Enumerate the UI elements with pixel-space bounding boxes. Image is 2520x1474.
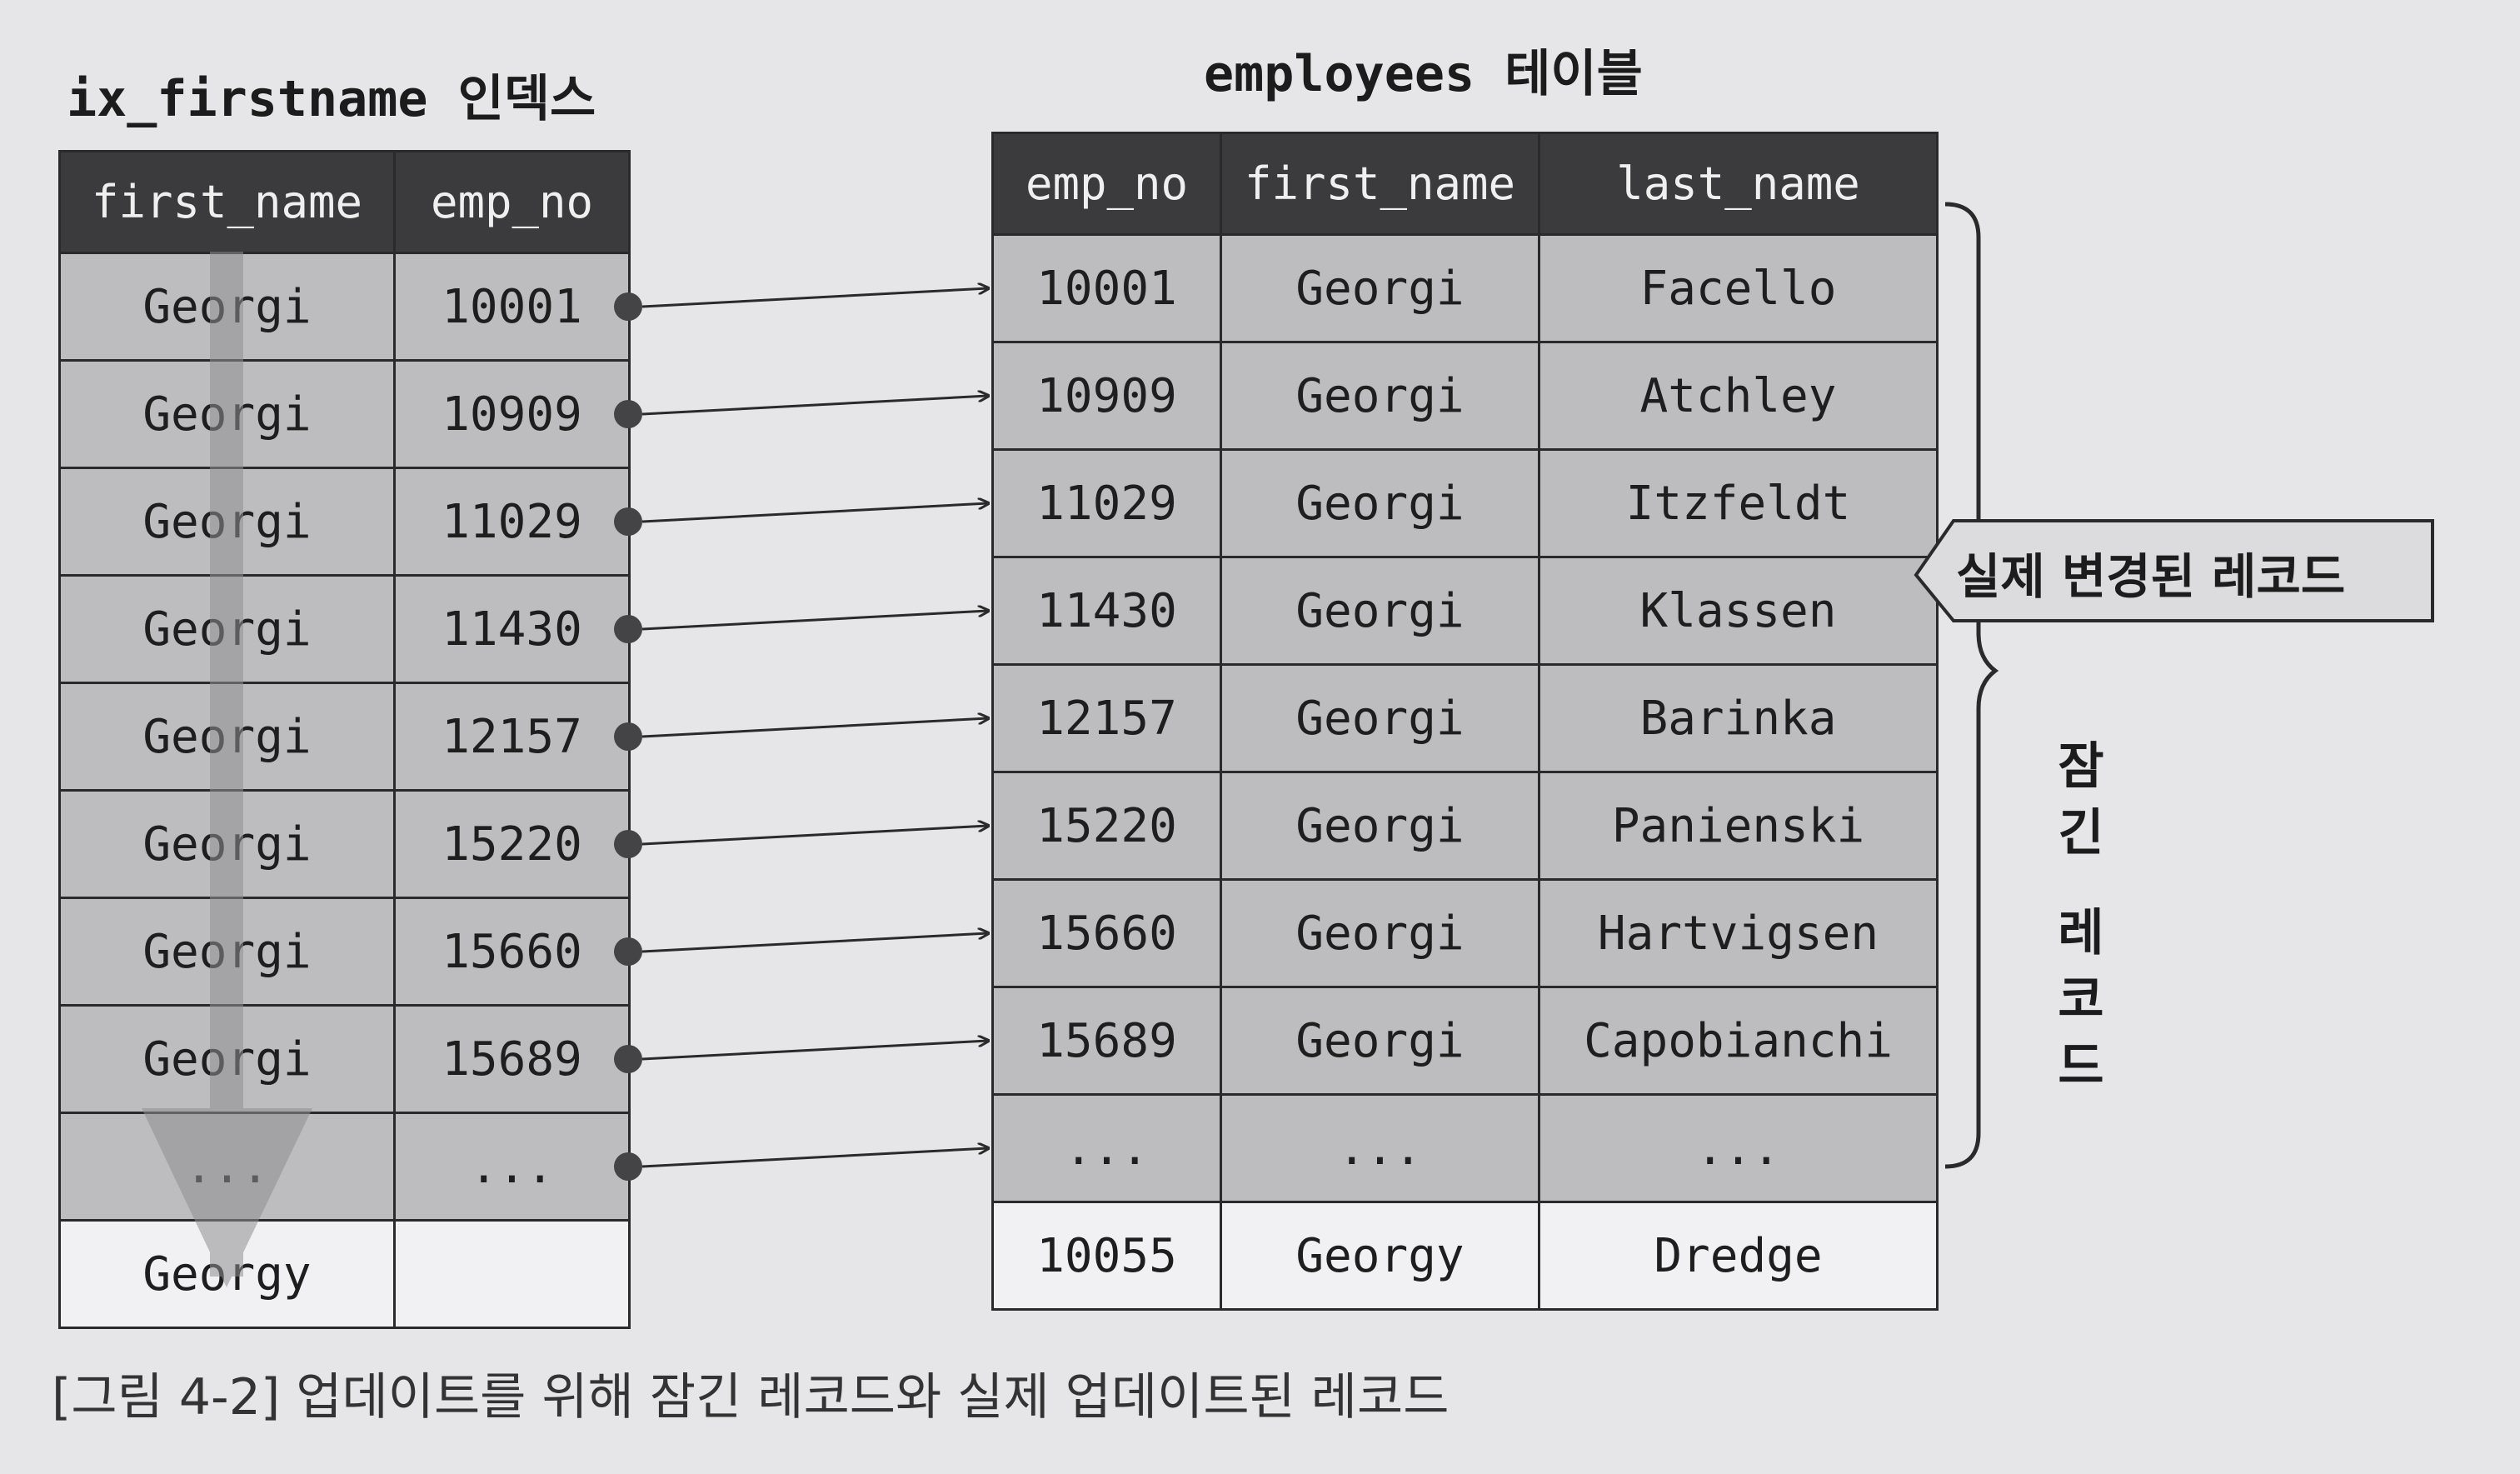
employees-table-cell: 11029 <box>991 448 1222 558</box>
index-table-header: first_name emp_no <box>58 150 631 254</box>
index-table-row: Georgi 11029 <box>58 467 631 577</box>
employees-table-cell: Atchley <box>1538 341 1939 451</box>
employees-table-cell: Georgi <box>1220 341 1540 451</box>
pointer-arrow <box>641 718 988 738</box>
employees-table-row: 10001 Georgi Facello <box>991 233 1939 343</box>
pointer-arrow <box>641 826 988 846</box>
index-table-row: Georgi 11430 <box>58 574 631 684</box>
employees-table-cell: 10909 <box>991 341 1222 451</box>
index-table-cell: 11430 <box>393 574 631 684</box>
figure-caption: [그림 4-2] 업데이트를 위해 잠긴 레코드와 실제 업데이트된 레코드 <box>52 1368 1450 1427</box>
employees-table-row: 15220 Georgi Panienski <box>991 771 1939 881</box>
index-table-cell: 10909 <box>393 359 631 469</box>
index-table-cell: 10001 <box>393 252 631 362</box>
index-table-row: Georgi 10909 <box>58 359 631 469</box>
employees-table-cell: Facello <box>1538 233 1939 343</box>
employees-table-row: 12157 Georgi Barinka <box>991 663 1939 773</box>
index-table-cell: Georgi <box>58 789 396 899</box>
pointer-arrow <box>641 933 988 953</box>
employees-table-cell: Georgi <box>1220 663 1540 773</box>
index-table-cell: Georgi <box>58 897 396 1007</box>
employees-table-header-first-name: first_name <box>1220 132 1540 236</box>
employees-table-header: emp_no first_name last_name <box>991 132 1939 236</box>
index-table-cell <box>393 1219 631 1329</box>
employees-table-cell: Itzfeldt <box>1538 448 1939 558</box>
index-table-cell: 12157 <box>393 682 631 792</box>
employees-table-row: 15689 Georgi Capobianchi <box>991 986 1939 1096</box>
employees-table-header-emp-no: emp_no <box>991 132 1222 236</box>
index-table-header-emp-no: emp_no <box>393 150 631 254</box>
employees-table-cell: Georgi <box>1220 986 1540 1096</box>
index-table-cell: ... <box>58 1112 396 1222</box>
employees-table-cell: Panienski <box>1538 771 1939 881</box>
pointer-arrow <box>641 396 988 416</box>
employees-table-cell: 15689 <box>991 986 1222 1096</box>
index-table-row: Georgi 15689 <box>58 1004 631 1114</box>
employees-table-row: 11430 Georgi Klassen <box>991 556 1939 666</box>
employees-table: emp_no first_name last_name 10001 Georgi Fac… <box>991 132 1939 1311</box>
index-table-cell: Georgi <box>58 467 396 577</box>
employees-table-cell: Dredge <box>1538 1201 1939 1311</box>
employees-table-cell: Georgi <box>1220 233 1540 343</box>
index-table-row: Georgi 12157 <box>58 682 631 792</box>
index-table-cell: Georgy <box>58 1219 396 1329</box>
employees-table-cell: 15220 <box>991 771 1222 881</box>
locked-records-bracket <box>1944 202 1999 1169</box>
updated-record-callout-label: 실제 변경된 레코드 <box>1956 548 2346 605</box>
employees-table-cell: Hartvigsen <box>1538 878 1939 988</box>
index-table-cell: ... <box>393 1112 631 1222</box>
employees-table-cell: Capobianchi <box>1538 986 1939 1096</box>
employees-table-title: employees 테이블 <box>1204 45 1643 103</box>
pointer-arrow <box>641 503 988 523</box>
index-table-cell: Georgi <box>58 252 396 362</box>
index-table-row: Georgi 10001 <box>58 252 631 362</box>
pointer-arrow <box>641 1041 988 1061</box>
index-table-cell: Georgi <box>58 1004 396 1114</box>
employees-table-cell: ... <box>1220 1093 1540 1203</box>
index-table-row: ...... <box>58 1112 631 1222</box>
index-table-row: Georgi 15220 <box>58 789 631 899</box>
employees-table-cell: Georgi <box>1220 556 1540 666</box>
employees-table-row: 11029 Georgi Itzfeldt <box>991 448 1939 558</box>
index-table-title: ix_firstname 인덱스 <box>67 70 596 128</box>
employees-table-cell: 11430 <box>991 556 1222 666</box>
employees-table-row: 15660 Georgi Hartvigsen <box>991 878 1939 988</box>
index-table-header-first-name: first_name <box>58 150 396 254</box>
employees-table-cell: Georgy <box>1220 1201 1540 1311</box>
employees-table-cell: Georgi <box>1220 448 1540 558</box>
employees-table-cell: Georgi <box>1220 771 1540 881</box>
employees-table-cell: 15660 <box>991 878 1222 988</box>
employees-table-cell: ... <box>1538 1093 1939 1203</box>
index-table-cell: 15689 <box>393 1004 631 1114</box>
pointer-arrow <box>641 1148 988 1168</box>
index-table-cell: Georgi <box>58 574 396 684</box>
employees-table-cell: 12157 <box>991 663 1222 773</box>
employees-table-row: 10055 Georgy Dredge <box>991 1201 1939 1311</box>
employees-table-row: ......... <box>991 1093 1939 1203</box>
index-table-cell: 15220 <box>393 789 631 899</box>
employees-table-header-last-name: last_name <box>1538 132 1939 236</box>
employees-table-cell: Klassen <box>1538 556 1939 666</box>
index-table-cell: Georgi <box>58 682 396 792</box>
employees-table-cell: 10055 <box>991 1201 1222 1311</box>
index-table-cell: 15660 <box>393 897 631 1007</box>
index-table-row: Georgi 15660 <box>58 897 631 1007</box>
pointer-arrow <box>641 611 988 631</box>
pointer-arrow <box>641 288 988 308</box>
employees-table-cell: 10001 <box>991 233 1222 343</box>
index-table: first_name emp_no Georgi 10001 Georgi 10909 G… <box>58 150 631 1329</box>
employees-table-cell: Barinka <box>1538 663 1939 773</box>
index-table-cell: 11029 <box>393 467 631 577</box>
index-table-cell: Georgi <box>58 359 396 469</box>
employees-table-row: 10909 Georgi Atchley <box>991 341 1939 451</box>
index-table-row: Georgy <box>58 1219 631 1329</box>
employees-table-cell: Georgi <box>1220 878 1540 988</box>
employees-table-cell: ... <box>991 1093 1222 1203</box>
